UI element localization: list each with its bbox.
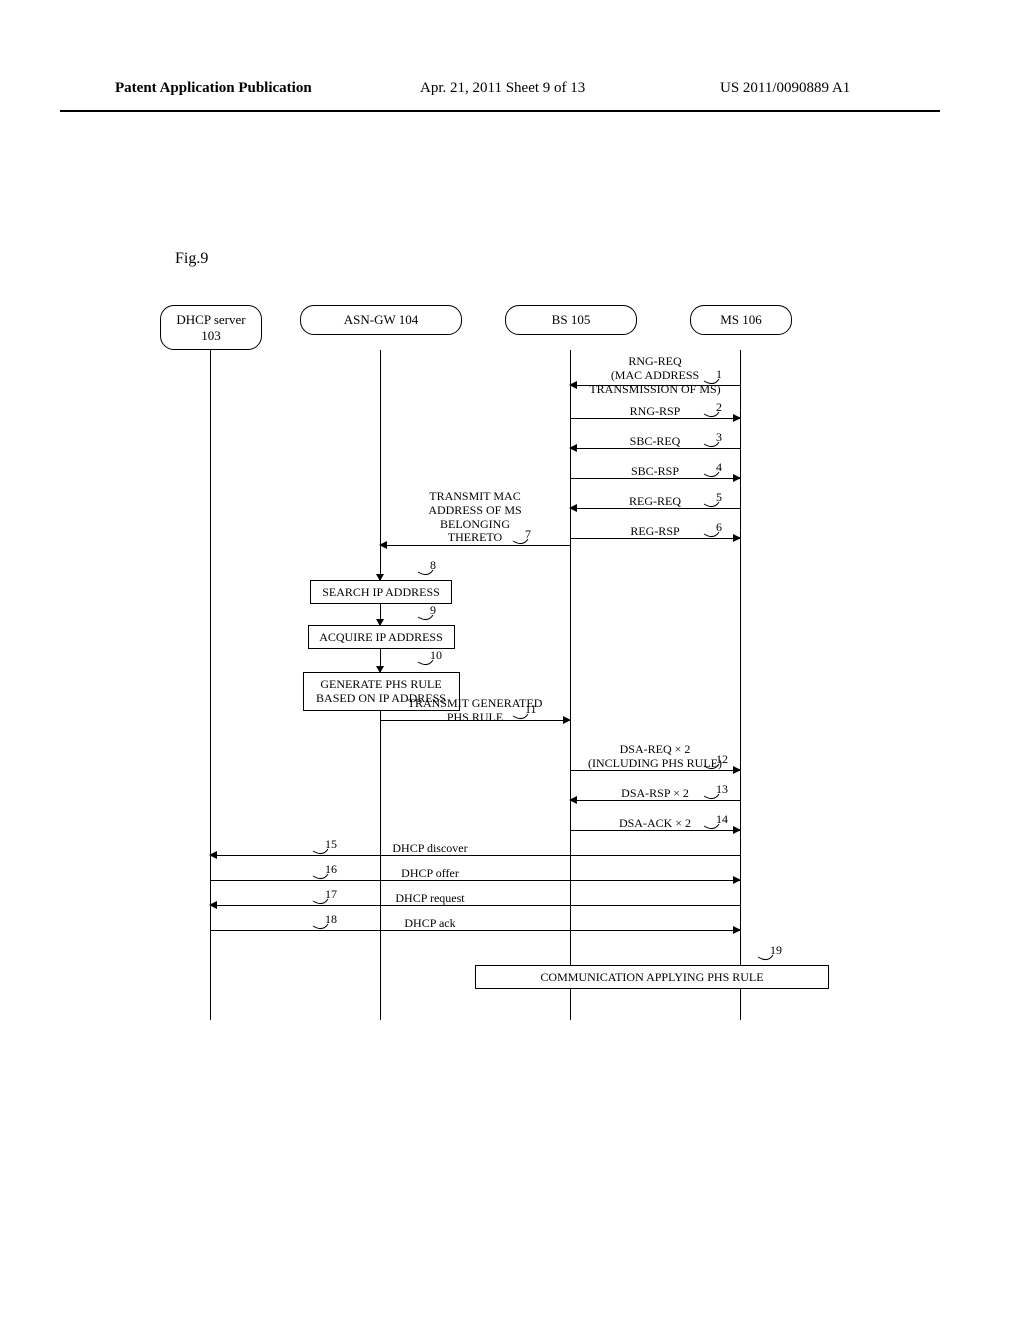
node-ms: MS 106 <box>690 305 792 335</box>
node-bs: BS 105 <box>505 305 637 335</box>
figure-label: Fig.9 <box>175 250 208 268</box>
step-tick <box>702 500 720 517</box>
header-left: Patent Application Publication <box>115 80 312 97</box>
action-box: ACQUIRE IP ADDRESS <box>308 625 455 649</box>
step-tick <box>702 792 720 809</box>
header-center: Apr. 21, 2011 Sheet 9 of 13 <box>420 80 585 97</box>
msg-label: DHCP request <box>345 892 515 906</box>
action-box: SEARCH IP ADDRESS <box>310 580 452 604</box>
step-tick <box>311 922 329 939</box>
step-tick <box>702 822 720 839</box>
msg-label: TRANSMIT MACADDRESS OF MSBELONGINGTHERET… <box>390 490 560 545</box>
page: Patent Application Publication Apr. 21, … <box>0 0 1024 1320</box>
node-dhcp: DHCP server103 <box>160 305 262 350</box>
step-tick <box>702 410 720 427</box>
lifeline-ms <box>740 350 741 1020</box>
node-asn: ASN-GW 104 <box>300 305 462 335</box>
header-right: US 2011/0090889 A1 <box>720 80 850 97</box>
step-tick <box>511 712 529 729</box>
step-tick <box>702 440 720 457</box>
step-tick <box>702 530 720 547</box>
msg-label: DHCP offer <box>345 867 515 881</box>
step-tick <box>756 953 774 970</box>
msg-label: DHCP ack <box>345 917 515 931</box>
msg-label: DHCP discover <box>345 842 515 856</box>
header-rule <box>60 110 940 112</box>
final-box: COMMUNICATION APPLYING PHS RULE <box>475 965 829 989</box>
lifeline-dhcp <box>210 350 211 1020</box>
step-tick <box>702 377 720 394</box>
step-tick <box>702 470 720 487</box>
step-tick <box>511 537 529 554</box>
step-tick <box>702 762 720 779</box>
